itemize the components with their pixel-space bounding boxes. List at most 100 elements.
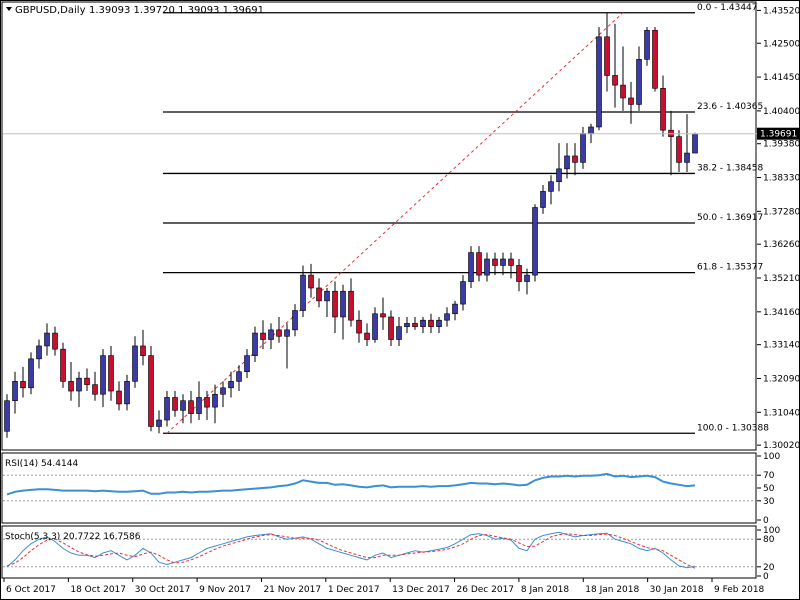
fib-level-label: 23.6 - 1.40365 [697, 102, 763, 112]
rsi-tick-label: 30 [763, 497, 775, 507]
candle-body [228, 381, 234, 389]
candle-body [684, 152, 690, 163]
candle-body [92, 384, 98, 395]
rsi-tick-label: 0 [763, 516, 769, 526]
candle-body [12, 381, 18, 401]
stoch-tick-label: 0 [763, 572, 769, 582]
ohlc-values: 1.39093 1.39720 1.39093 1.39691 [89, 5, 264, 16]
candle-body [628, 97, 634, 105]
candle-body [292, 310, 298, 331]
time-tick-label: 9 Feb 2018 [714, 585, 765, 595]
candle-body [540, 191, 546, 208]
price-tick-label: 1.43520 [763, 6, 800, 16]
trend-line-segment[interactable] [166, 12, 624, 434]
fib-level-label: 100.0 - 1.30388 [697, 423, 769, 433]
candle-body [204, 397, 210, 408]
candle-body [524, 274, 530, 282]
candle-body [444, 313, 450, 321]
candle-body [676, 136, 682, 163]
collapse-triangle-icon[interactable] [6, 7, 12, 11]
candle-body [588, 126, 594, 134]
candle-body [572, 155, 578, 163]
candle-body [124, 381, 130, 405]
candle-body [268, 329, 274, 340]
candle-body [404, 323, 410, 327]
rsi-tick-label: 50 [763, 484, 775, 494]
candle-body [556, 168, 562, 183]
rsi-indicator: 100 70 50 30 0 [3, 452, 780, 526]
candle-body [660, 88, 666, 131]
candle-body [652, 30, 658, 89]
candle-body [620, 84, 626, 99]
candle-body [100, 355, 106, 395]
time-tick-label: 26 Dec 2017 [457, 585, 514, 595]
candle-body [340, 290, 346, 318]
candle-body [492, 258, 498, 266]
rsi-label: RSI(14) 54.4144 [5, 459, 78, 469]
candle-body [212, 393, 218, 408]
time-tick-label: 6 Oct 2017 [6, 585, 56, 595]
symbol-label: GBPUSD,Daily [15, 5, 86, 16]
candle-body [508, 258, 514, 266]
candle-body [220, 387, 226, 395]
candle-body [396, 326, 402, 340]
stoch-label: Stoch(5,3,3) 20.7722 16.7586 [5, 532, 141, 542]
candle-body [60, 348, 66, 382]
candle-body [428, 319, 434, 327]
candle-body [252, 332, 258, 356]
candle-body [108, 355, 114, 392]
candle-body [596, 36, 602, 128]
candle-body [180, 400, 186, 411]
time-tick-label: 13 Dec 2017 [392, 585, 450, 595]
time-tick-label: 9 Nov 2017 [199, 585, 251, 595]
candle-body [460, 281, 466, 305]
rsi-line [6, 472, 696, 496]
candle-body [356, 319, 362, 334]
candle-body [284, 329, 290, 337]
fibonacci-retracement[interactable]: 0.0 - 1.43447 23.6 - 1.40365 38.2 - 1.3845… [163, 3, 769, 434]
candle-body [604, 36, 610, 76]
time-tick-label: 1 Dec 2017 [328, 585, 380, 595]
stoch-signal-line [6, 533, 696, 569]
candle-body [692, 133, 698, 154]
time-tick-label: 8 Jan 2018 [521, 585, 569, 595]
current-price-tag [757, 127, 799, 140]
candle-body [388, 316, 394, 340]
trend-line[interactable] [166, 12, 624, 434]
candle-body [580, 133, 586, 163]
price-tick-label: 1.41450 [763, 73, 800, 83]
time-tick-label: 18 Oct 2017 [70, 585, 126, 595]
candlestick-series [4, 12, 698, 438]
candle-body [116, 390, 122, 405]
candle-body [372, 313, 378, 340]
candle-body [68, 381, 74, 392]
symbol-header: GBPUSD,Daily 1.39093 1.39720 1.39093 1.3… [6, 5, 264, 16]
candle-body [484, 258, 490, 276]
price-tick-label: 1.30020 [763, 441, 800, 451]
candle-body [172, 397, 178, 411]
candle-body [380, 313, 386, 318]
candle-body [532, 207, 538, 276]
rsi-tick-label: 100 [763, 452, 780, 462]
candle-body [156, 419, 162, 427]
price-tick-label: 1.33140 [763, 341, 800, 351]
candle-body [612, 75, 618, 86]
candle-body [324, 290, 330, 302]
current-price-tag-label: 1.39691 [760, 130, 797, 140]
current-price: 1.39691 [3, 127, 799, 140]
price-tick-label: 1.32090 [763, 374, 800, 384]
candle-body [76, 377, 82, 392]
candle-body [476, 252, 482, 276]
fib-level-label: 0.0 - 1.43447 [697, 3, 758, 13]
time-tick-label: 18 Jan 2018 [585, 585, 639, 595]
candle-body [332, 290, 338, 318]
candle-body [36, 345, 42, 360]
rsi-panel-border [1, 452, 757, 524]
candle-body [188, 400, 194, 414]
price-tick-label: 1.39380 [763, 140, 800, 150]
rsi-tick-label: 70 [763, 471, 775, 481]
candle-body [148, 355, 154, 427]
candle-body [236, 371, 242, 382]
candle-body [132, 345, 138, 382]
